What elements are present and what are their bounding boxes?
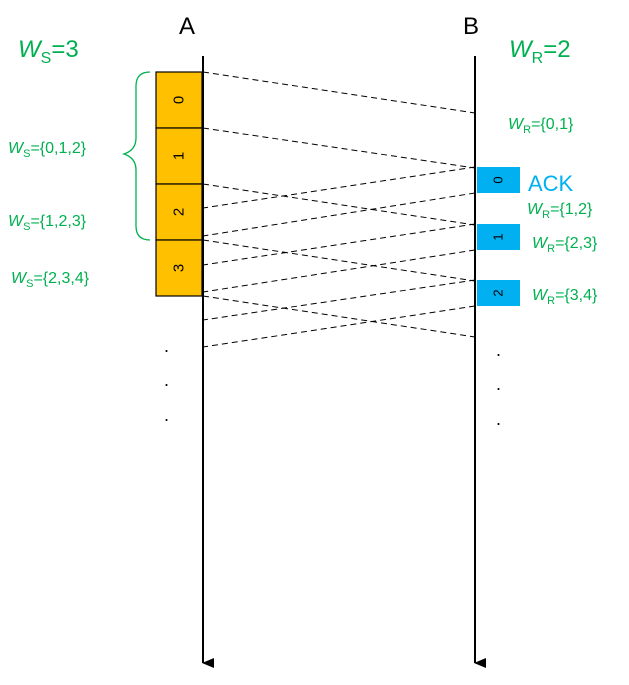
sender-state-0-var: W	[8, 140, 25, 157]
transmission-ack-0	[202, 166, 476, 209]
sender-state-0-sub: S	[23, 148, 30, 160]
transmission-frame-2	[202, 183, 476, 226]
ack-2-label: 2	[491, 289, 506, 296]
receiver-state-1-var: W	[527, 201, 544, 218]
receiver-state-2-sub: R	[547, 243, 555, 255]
receiver-state-0-sub: R	[523, 124, 531, 136]
receiver-dot-3: .	[496, 409, 501, 429]
sender-state-2-sub: S	[26, 278, 33, 290]
receiver-dot-1: .	[496, 340, 501, 360]
sender-window-size: WS=3	[18, 36, 79, 67]
receiver-state-0-value: ={0,1}	[531, 116, 574, 133]
sender-state-2-value: ={2,3,4}	[33, 270, 89, 287]
ack-0-label: 0	[491, 176, 506, 183]
sender-state-2: WS={2,3,4}	[11, 270, 90, 290]
receiver-state-0-var: W	[508, 116, 525, 133]
transmission-ack-2b	[202, 305, 476, 348]
sender-state-0: WS={0,1,2}	[8, 140, 87, 160]
receiver-state-1-sub: R	[542, 209, 550, 221]
sender-window-brace	[121, 71, 151, 241]
frame-1: 1	[155, 127, 203, 185]
ack-2: 2	[477, 280, 520, 306]
ack-1: 1	[477, 224, 520, 250]
transmission-frame-3	[202, 239, 476, 282]
transmission-ack-2	[202, 279, 476, 321]
transmission-ack-1b	[202, 249, 476, 293]
receiver-state-3-var: W	[532, 287, 549, 304]
frame-2: 2	[155, 183, 203, 241]
transmission-ack-0b	[202, 192, 476, 237]
sender-frames: 0 1 2 3	[155, 71, 203, 297]
transmission-frame-4	[202, 295, 476, 338]
sender-dot-1: .	[164, 336, 169, 356]
receiver-window-sub: R	[532, 50, 544, 67]
receiver-state-2-value: ={2,3}	[555, 235, 598, 252]
frame-3: 3	[155, 239, 203, 297]
ack-boxes: 0 1 2	[477, 167, 520, 306]
sender-state-1-value: ={1,2,3}	[30, 213, 86, 230]
sender-continuation-dots: . . .	[164, 336, 169, 425]
receiver-window-var: W	[509, 36, 534, 63]
sender-state-1-var: W	[8, 213, 25, 230]
sender-dot-3: .	[164, 405, 169, 425]
sender-state-2-var: W	[11, 270, 28, 287]
transmission-frame-0	[202, 71, 476, 114]
sender-state-1: WS={1,2,3}	[8, 213, 87, 233]
frame-2-label: 2	[171, 208, 188, 216]
receiver-state-3-value: ={3,4}	[555, 287, 598, 304]
node-a-label: A	[179, 13, 195, 40]
receiver-state-2: WR={2,3}	[532, 235, 598, 255]
sender-window-var: W	[18, 36, 43, 63]
sender-window-value: =3	[51, 36, 78, 63]
receiver-state-1-value: ={1,2}	[550, 201, 593, 218]
frame-3-label: 3	[171, 264, 188, 272]
data-transmissions	[202, 71, 476, 338]
ack-transmissions	[202, 166, 476, 348]
sender-state-1-sub: S	[23, 221, 30, 233]
sender-window-sub: S	[41, 50, 52, 67]
receiver-state-0: WR={0,1}	[508, 116, 574, 136]
ack-1-label: 1	[491, 233, 506, 240]
receiver-state-2-var: W	[532, 235, 549, 252]
receiver-state-1: WR={1,2}	[527, 201, 593, 221]
frame-0-label: 0	[171, 96, 188, 104]
node-b-label: B	[463, 13, 479, 40]
sender-dot-2: .	[164, 370, 169, 390]
receiver-dot-2: .	[496, 374, 501, 394]
receiver-state-3-sub: R	[547, 295, 555, 307]
transmission-ack-1	[202, 223, 476, 266]
ack-0: 0	[477, 167, 520, 193]
receiver-state-3: WR={3,4}	[532, 287, 598, 307]
receiver-window-value: =2	[543, 36, 570, 63]
frame-0: 0	[155, 71, 203, 129]
receiver-continuation-dots: . . .	[496, 340, 501, 429]
receiver-window-size: WR=2	[509, 36, 571, 67]
ack-label: ACK	[528, 171, 574, 196]
frame-1-label: 1	[171, 152, 188, 160]
sender-state-0-value: ={0,1,2}	[30, 140, 86, 157]
transmission-frame-1	[202, 127, 476, 169]
